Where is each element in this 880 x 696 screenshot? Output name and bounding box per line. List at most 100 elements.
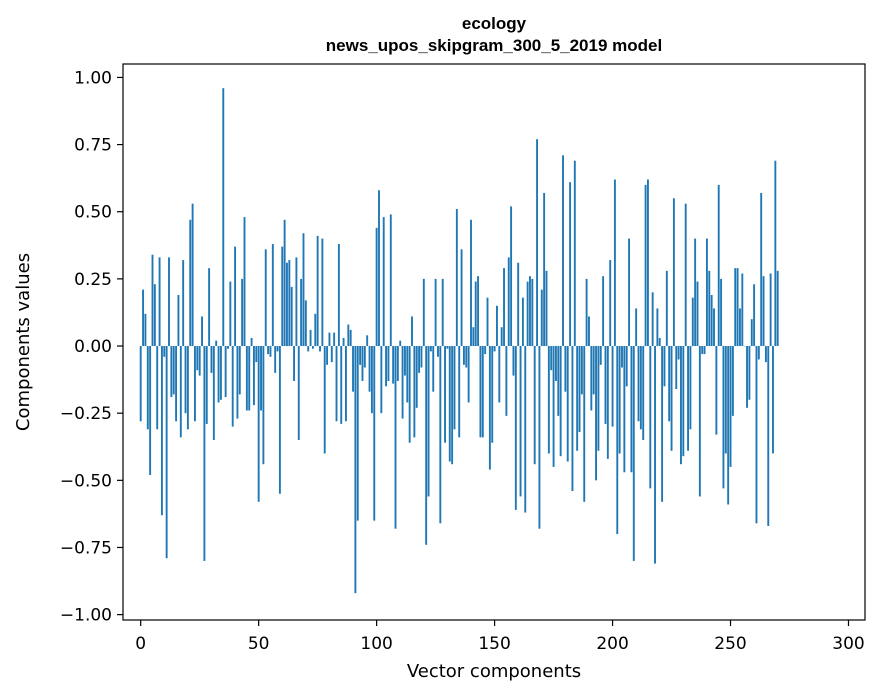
bar [670,346,673,451]
bar [342,337,345,347]
bar [222,88,225,347]
bar [647,179,649,347]
bar [219,346,222,400]
bar [507,257,510,347]
x-axis-ticks: 0 50 100 150 200 250 300 [135,620,865,654]
bar [739,308,741,347]
x-tick-label: 150 [478,634,510,654]
bar [514,346,517,510]
bar [297,346,300,441]
bar [444,346,446,443]
y-tick-label: 0.50 [74,203,112,223]
bar [651,292,654,347]
bar [592,346,595,395]
bar [399,340,402,347]
bar [703,346,706,355]
bar [156,346,159,430]
bar [597,346,600,451]
bar [309,329,312,347]
y-tick-label: 0.25 [74,270,112,290]
bar [760,192,763,347]
bar [179,346,182,438]
bar [677,346,680,360]
y-tick-label: −0.25 [60,404,112,424]
bar [470,219,472,347]
bar [599,346,602,365]
bar [772,346,774,454]
bar [472,327,475,347]
bar [684,203,687,347]
bar [757,346,760,360]
bar [380,346,383,414]
bar [708,270,711,347]
bar [616,346,619,535]
bar [392,346,395,384]
bar [349,329,352,347]
bar [208,268,211,347]
bar [755,346,758,524]
x-tick-label: 300 [832,634,864,654]
bar [234,246,237,347]
bar [165,346,168,559]
bar [533,346,536,465]
bar [333,332,336,347]
bar [656,308,659,347]
bar [517,262,520,347]
y-tick-label: 0.75 [74,136,112,156]
bar [182,260,185,347]
bar [250,337,253,347]
bar [288,260,291,347]
bar [595,346,597,481]
bar [262,346,265,465]
bar [762,276,765,347]
bar [319,346,321,352]
bar [724,346,727,454]
bar-series [139,88,779,594]
bar [276,346,279,352]
bar [295,257,298,347]
bar [672,198,675,347]
bar [160,346,163,516]
bar [151,254,154,347]
bar [748,346,751,400]
bar [566,346,569,462]
bar [585,278,588,347]
bar [241,278,244,347]
bar [439,346,442,524]
bar [257,346,260,502]
bar [680,346,682,465]
x-tick-label: 200 [596,634,628,654]
bar [583,346,586,502]
bar [503,268,505,347]
bar [554,346,557,381]
bar [710,295,713,347]
bar [753,284,756,347]
bar [144,313,147,347]
y-axis-ticks: 1.00 0.75 0.50 0.25 0.00 −0.25 −0.50 −0.75 −1.00 [60,68,123,626]
bar [467,346,470,403]
bar [524,346,527,513]
x-tick-label: 100 [360,634,392,654]
bar [635,308,638,347]
bar [510,206,513,347]
bar [642,346,645,441]
bar [621,346,623,368]
bar [170,346,173,398]
bar [253,346,255,406]
bar [326,346,329,365]
bar [255,346,258,363]
bar [217,346,220,403]
bar [519,346,522,497]
bar [316,235,319,347]
x-tick-label: 250 [714,634,746,654]
bar [408,346,411,443]
bar [205,346,208,424]
bar [491,346,494,443]
bar [340,346,343,424]
bar [698,346,701,497]
bar [731,346,734,416]
bar [401,346,404,419]
bar [465,346,468,368]
bar [644,184,647,347]
bar [498,346,501,403]
